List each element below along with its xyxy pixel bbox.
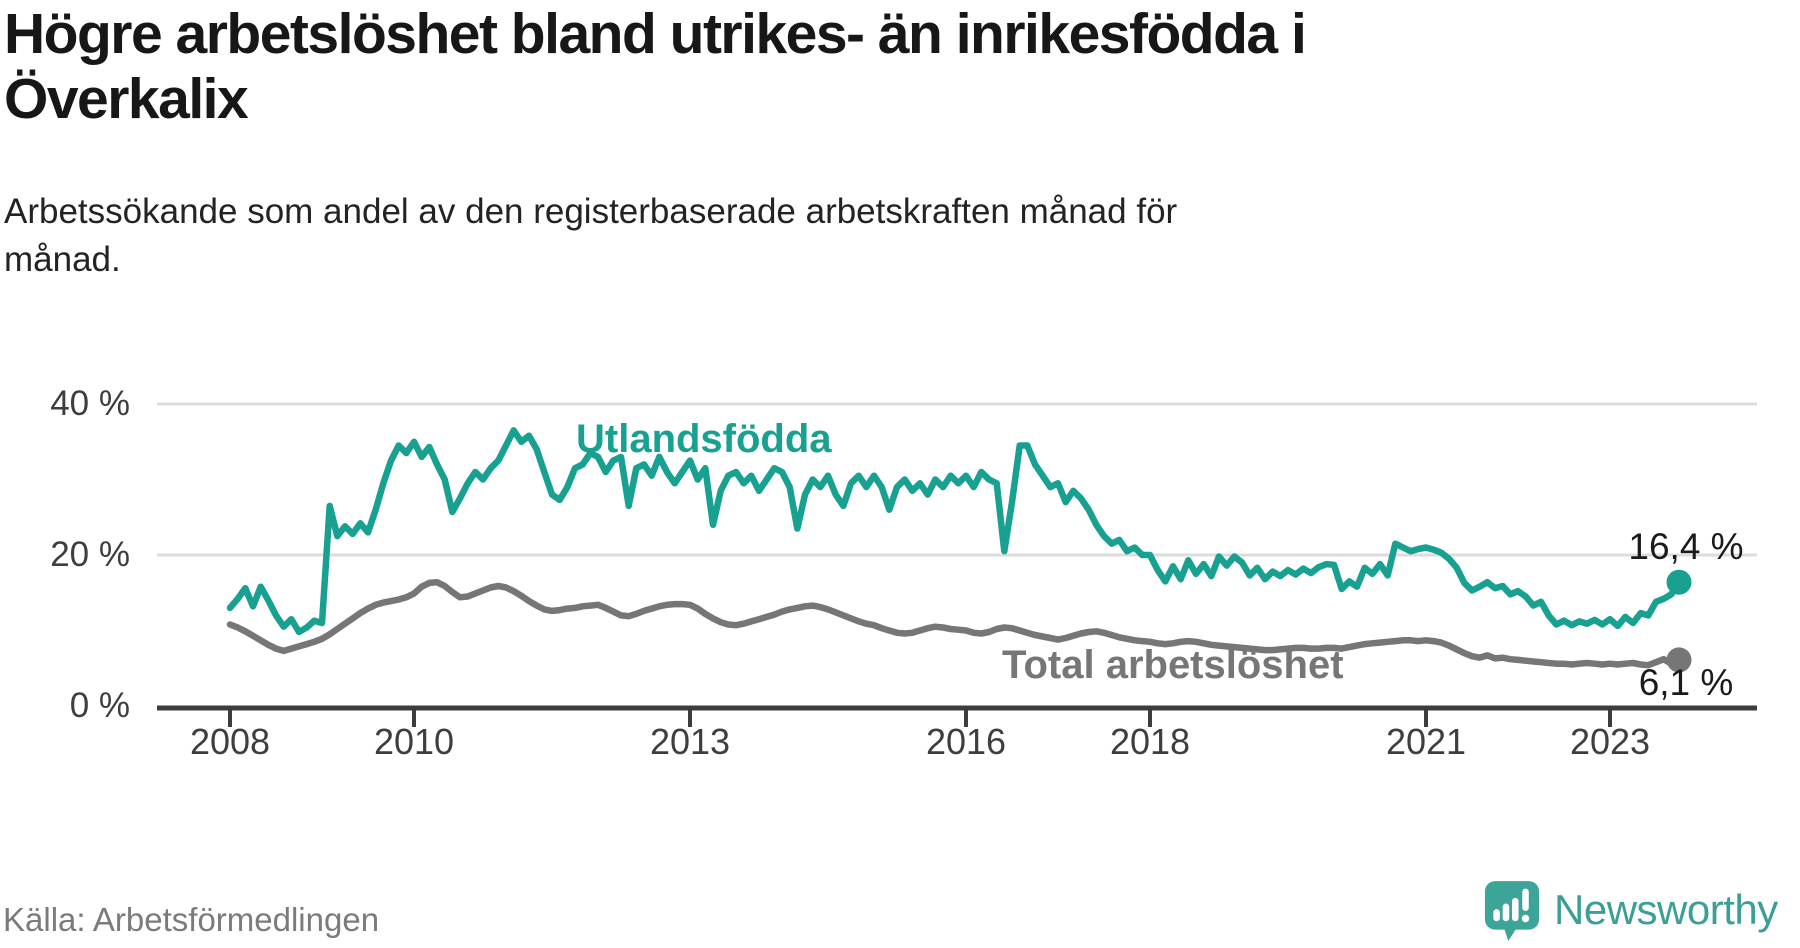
x-tick-label-2013: 2013 (649, 721, 731, 762)
newsworthy-logo-icon (1484, 881, 1540, 941)
y-tick-label-40: 40 % (50, 384, 130, 423)
end-dot-Utlandsfödda (1666, 569, 1692, 595)
page-title-line2: Överkalix (4, 66, 249, 131)
end-value-label-utlandsfodda: 16,4 % (1628, 526, 1744, 567)
end-value-label-total: 6,1 % (1638, 662, 1734, 703)
newsworthy-logo: Newsworthy (1484, 880, 1800, 942)
x-tick-label-2016: 2016 (925, 721, 1007, 762)
source-note: Källa: Arbetsförmedlingen (3, 901, 380, 938)
newsworthy-logo-text: Newsworthy (1554, 886, 1778, 933)
series-label-total-arbetsloshet: Total arbetslöshet (1002, 643, 1344, 687)
x-tick-label-2010: 2010 (373, 721, 455, 762)
series-line-Utlandsfödda (226, 427, 1683, 636)
page-subtitle: Arbetssökande som andel av den registerb… (4, 188, 1744, 285)
x-tick-label-2023: 2023 (1569, 721, 1651, 762)
page-subtitle-line2: månad. (4, 240, 121, 280)
y-tick-label-20: 20 % (50, 535, 130, 574)
series-line-Total arbetslöshet (226, 578, 1683, 669)
series-label-utlandsfodda: Utlandsfödda (576, 417, 832, 461)
page-title-line1: Högre arbetslöshet bland utrikes- än inr… (4, 2, 1307, 66)
x-tick-label-2018: 2018 (1109, 721, 1191, 762)
page-subtitle-line1: Arbetssökande som andel av den registerb… (4, 192, 1178, 231)
x-tick-label-2008: 2008 (189, 721, 271, 762)
page-title: Högre arbetslöshet bland utrikes- än inr… (4, 2, 1744, 132)
y-tick-label-0: 0 % (69, 686, 130, 725)
logo-bars-icon (1493, 888, 1530, 923)
x-tick-label-2021: 2021 (1385, 721, 1467, 762)
